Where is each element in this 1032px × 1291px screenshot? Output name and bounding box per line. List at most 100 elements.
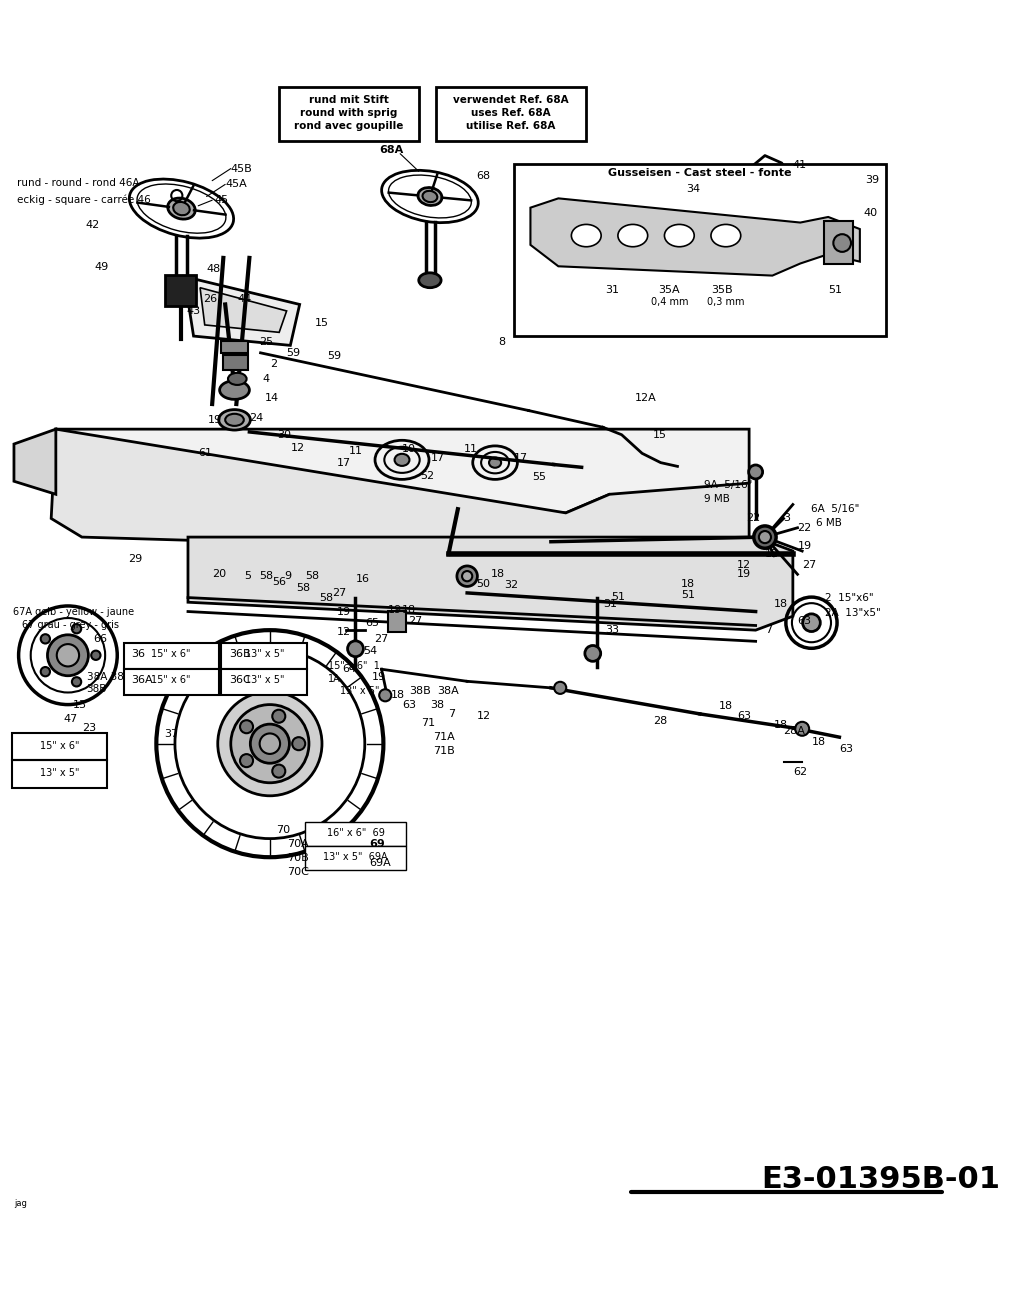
Ellipse shape: [585, 646, 601, 661]
Text: 22: 22: [798, 523, 812, 533]
Text: 33: 33: [605, 625, 619, 635]
Text: 7: 7: [765, 625, 772, 635]
Text: jag: jag: [14, 1199, 27, 1208]
Text: round with sprig: round with sprig: [300, 107, 397, 117]
Bar: [223, 355, 248, 369]
Text: 18: 18: [774, 599, 788, 609]
Text: 18: 18: [811, 737, 826, 746]
Text: 19: 19: [798, 541, 811, 551]
Text: eckig - square - carrée 46: eckig - square - carrée 46: [17, 194, 151, 204]
Text: 5: 5: [244, 571, 251, 581]
Text: 62: 62: [793, 767, 807, 777]
Circle shape: [91, 651, 100, 660]
Text: 27: 27: [409, 616, 423, 626]
Text: 13" x 5"  69A: 13" x 5" 69A: [323, 852, 388, 862]
Text: 18: 18: [681, 578, 696, 589]
Text: 48: 48: [206, 265, 221, 274]
Ellipse shape: [220, 381, 250, 399]
Text: 23: 23: [82, 723, 96, 733]
Text: 58: 58: [319, 593, 333, 603]
Text: 18: 18: [718, 701, 733, 711]
Text: 17: 17: [430, 453, 445, 463]
Text: 4: 4: [262, 374, 269, 383]
Text: 63: 63: [839, 744, 853, 754]
Ellipse shape: [418, 187, 442, 205]
Text: 28A: 28A: [783, 726, 805, 736]
Ellipse shape: [793, 200, 823, 222]
Text: 22: 22: [746, 514, 761, 523]
Circle shape: [40, 634, 50, 643]
Text: 71A: 71A: [432, 732, 454, 742]
Circle shape: [40, 667, 50, 676]
Ellipse shape: [833, 234, 851, 252]
Text: 67A gelb - yellow - jaune: 67A gelb - yellow - jaune: [13, 607, 134, 617]
Bar: [165, 275, 196, 306]
Text: 41: 41: [793, 160, 807, 170]
Text: 44: 44: [237, 294, 252, 303]
Text: Gusseisen - Cast steel - fonte: Gusseisen - Cast steel - fonte: [608, 168, 792, 178]
Text: 18: 18: [490, 569, 505, 580]
Ellipse shape: [489, 457, 502, 467]
Text: 38B: 38B: [410, 686, 431, 696]
Text: 59: 59: [327, 351, 342, 360]
Text: 69: 69: [369, 839, 385, 849]
Circle shape: [272, 710, 285, 723]
Text: 15: 15: [653, 430, 668, 440]
Text: 71B: 71B: [432, 746, 454, 757]
Text: 67 grau - grey - gris: 67 grau - grey - gris: [23, 621, 120, 630]
Text: 3: 3: [783, 514, 791, 523]
Ellipse shape: [618, 225, 648, 247]
Circle shape: [47, 635, 89, 675]
Text: 9: 9: [284, 571, 291, 581]
Text: 34: 34: [686, 185, 700, 194]
Circle shape: [240, 720, 253, 733]
Text: 32: 32: [505, 581, 518, 590]
Text: 13" x 5": 13" x 5": [245, 675, 284, 686]
Ellipse shape: [419, 272, 441, 288]
Ellipse shape: [462, 571, 473, 581]
Text: rund mit Stift: rund mit Stift: [309, 94, 389, 105]
Ellipse shape: [554, 682, 567, 693]
Text: 6A  5/16": 6A 5/16": [811, 505, 860, 514]
Text: 50: 50: [477, 578, 490, 589]
Text: 61: 61: [198, 448, 213, 458]
Text: 31: 31: [603, 599, 617, 609]
Ellipse shape: [225, 414, 244, 426]
Text: verwendet Ref. 68A: verwendet Ref. 68A: [453, 94, 569, 105]
Text: 24: 24: [250, 413, 263, 423]
Text: 16: 16: [355, 574, 369, 584]
Circle shape: [72, 624, 82, 634]
Ellipse shape: [799, 204, 817, 218]
Text: 70: 70: [277, 825, 290, 835]
Bar: [388, 611, 406, 633]
Text: 68: 68: [477, 170, 490, 181]
Text: 70C: 70C: [287, 868, 309, 877]
Text: 45B: 45B: [231, 164, 253, 173]
Text: 70B: 70B: [287, 853, 309, 864]
Ellipse shape: [348, 640, 363, 657]
Ellipse shape: [753, 525, 776, 549]
Text: 30: 30: [278, 430, 291, 440]
Text: 37: 37: [164, 729, 178, 740]
Ellipse shape: [394, 454, 410, 466]
Text: 15" x 6": 15" x 6": [152, 649, 191, 660]
Text: 65: 65: [364, 617, 379, 627]
Ellipse shape: [711, 225, 741, 247]
Ellipse shape: [759, 531, 771, 544]
Circle shape: [292, 737, 305, 750]
Bar: [12, 760, 107, 789]
Bar: [221, 341, 249, 352]
Text: 58: 58: [305, 571, 319, 581]
Ellipse shape: [803, 613, 820, 631]
Circle shape: [72, 678, 82, 687]
Bar: [280, 86, 419, 141]
Text: 2A  13"x5": 2A 13"x5": [826, 608, 881, 618]
Text: 29: 29: [128, 554, 142, 564]
Text: 39: 39: [866, 174, 879, 185]
Ellipse shape: [168, 198, 195, 219]
Text: 2  15"x6": 2 15"x6": [826, 593, 874, 603]
Text: rund - round - rond 46A: rund - round - rond 46A: [17, 178, 139, 187]
Text: 19: 19: [737, 569, 751, 580]
Text: 18: 18: [774, 720, 788, 731]
Text: 71: 71: [421, 718, 436, 728]
